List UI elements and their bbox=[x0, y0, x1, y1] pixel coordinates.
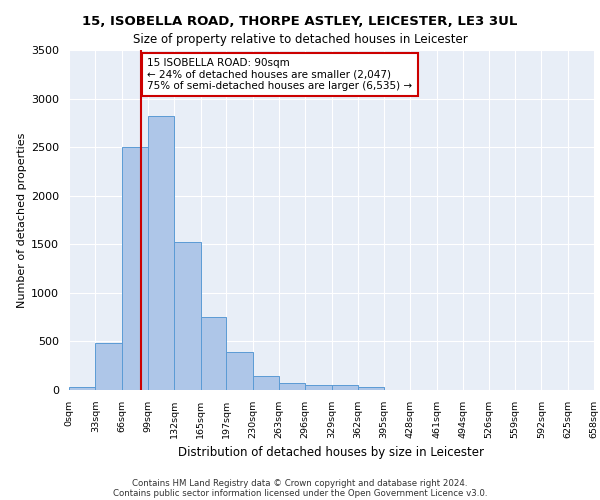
Bar bbox=[279, 382, 305, 390]
Bar bbox=[95, 344, 122, 390]
Bar bbox=[305, 384, 331, 390]
Bar bbox=[69, 387, 95, 390]
Bar bbox=[148, 116, 175, 390]
Bar bbox=[226, 352, 253, 390]
Bar bbox=[253, 376, 279, 390]
X-axis label: Distribution of detached houses by size in Leicester: Distribution of detached houses by size … bbox=[179, 446, 485, 460]
Bar bbox=[200, 317, 226, 390]
Bar bbox=[331, 384, 358, 390]
Text: 15, ISOBELLA ROAD, THORPE ASTLEY, LEICESTER, LE3 3UL: 15, ISOBELLA ROAD, THORPE ASTLEY, LEICES… bbox=[82, 15, 518, 28]
Text: Contains public sector information licensed under the Open Government Licence v3: Contains public sector information licen… bbox=[113, 488, 487, 498]
Text: Contains HM Land Registry data © Crown copyright and database right 2024.: Contains HM Land Registry data © Crown c… bbox=[132, 478, 468, 488]
Bar bbox=[122, 147, 148, 390]
Bar bbox=[175, 242, 200, 390]
Y-axis label: Number of detached properties: Number of detached properties bbox=[17, 132, 27, 308]
Text: 15 ISOBELLA ROAD: 90sqm
← 24% of detached houses are smaller (2,047)
75% of semi: 15 ISOBELLA ROAD: 90sqm ← 24% of detache… bbox=[147, 58, 412, 91]
Bar bbox=[358, 387, 384, 390]
Text: Size of property relative to detached houses in Leicester: Size of property relative to detached ho… bbox=[133, 32, 467, 46]
